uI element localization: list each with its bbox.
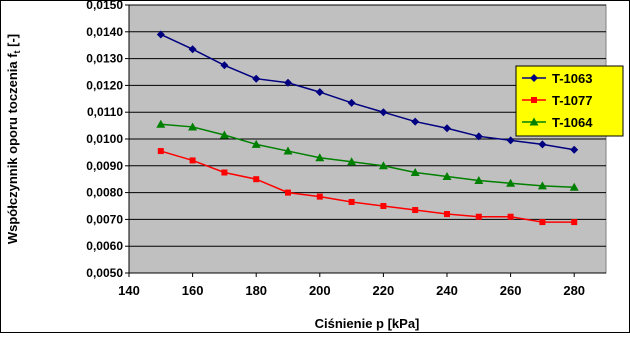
series-line-t-1064 [160, 123, 575, 188]
data-point-t-1064 [188, 122, 198, 131]
series-line-t-1077 [160, 150, 575, 223]
x-tick-label: 140 [118, 283, 140, 298]
y-tick-label: 0,0060 [86, 239, 123, 253]
x-tick-label: 260 [500, 283, 522, 298]
data-point-t-1064 [156, 119, 166, 128]
data-point-t-1064 [506, 178, 516, 187]
data-point-t-1063 [506, 136, 515, 145]
y-tick-label: 0,0110 [87, 105, 123, 119]
x-tick-label: 280 [563, 283, 585, 298]
data-point-t-1064 [442, 172, 452, 181]
data-point-t-1064 [251, 139, 261, 148]
data-point-t-1063 [474, 132, 483, 141]
data-point-t-1063 [347, 98, 356, 107]
data-point-t-1064 [474, 176, 484, 185]
data-point-t-1077 [285, 189, 291, 196]
data-point-t-1077 [316, 193, 323, 200]
data-point-t-1077 [157, 148, 164, 155]
y-tick-label: 0,0070 [86, 212, 123, 226]
data-point-t-1064 [347, 157, 357, 166]
data-point-t-1077 [348, 198, 355, 205]
y-tick-label: 0,0130 [86, 52, 123, 66]
data-point-t-1063 [570, 145, 579, 154]
data-point-t-1077 [571, 219, 578, 226]
y-axis-title-unit: [-] [5, 34, 20, 51]
tick-labels: 0,0050 0,0060 0,0070 0,0080 0,0090 0,0100 0,01… [86, 0, 585, 298]
series-line-t-1063 [160, 33, 575, 151]
data-point-t-1064 [219, 130, 229, 139]
y-tick-label: 0,0150 [86, 0, 123, 12]
data-point-t-1063 [538, 140, 547, 149]
legend-marker-t-1077 [531, 97, 537, 103]
data-point-t-1064 [283, 146, 293, 155]
data-point-t-1063 [188, 45, 197, 54]
data-point-t-1063 [411, 117, 420, 126]
legend-marker-t-1063 [530, 74, 538, 82]
data-point-t-1063 [379, 108, 388, 117]
legend-label-t-1077: T-1077 [552, 93, 592, 108]
x-tick-label: 200 [309, 283, 331, 298]
data-point-t-1063 [443, 124, 451, 133]
data-point-t-1064 [537, 181, 547, 190]
legend-label-t-1063: T-1063 [552, 71, 592, 86]
y-tick-label: 0,0080 [86, 186, 123, 200]
y-axis-title-subscript: t [12, 50, 22, 53]
data-point-t-1077 [444, 211, 450, 218]
x-tick-label: 160 [182, 283, 204, 298]
data-point-t-1077 [380, 203, 387, 209]
data-point-t-1077 [253, 176, 260, 183]
y-tick-label: 0,0140 [86, 25, 123, 39]
x-tick-label: 240 [436, 283, 458, 298]
y-tick-label: 0,0100 [86, 132, 123, 146]
legend-marker-t-1064 [529, 117, 539, 126]
data-point-t-1077 [412, 207, 419, 214]
axes [125, 4, 606, 277]
data-point-t-1064 [569, 182, 579, 191]
legend: T-1063 T-1077 T-1064 [515, 65, 624, 137]
y-axis-title-main: Współczynnik oporu toczenia f [5, 53, 20, 244]
y-tick-label: 0,0090 [86, 159, 123, 173]
data-point-t-1063 [252, 74, 261, 83]
data-point-t-1063 [220, 61, 229, 70]
x-tick-label: 220 [373, 283, 395, 298]
y-tick-label: 0,0120 [86, 78, 123, 92]
data-point-t-1077 [475, 213, 482, 220]
data-point-t-1077 [539, 219, 546, 226]
x-tick-label: 180 [245, 283, 267, 298]
y-axis-title: Współczynnik oporu toczenia ft [-] [5, 34, 22, 244]
data-point-t-1077 [221, 169, 228, 176]
x-axis-title: Ciśnienie p [kPa] [315, 316, 420, 331]
data-point-t-1063 [156, 30, 165, 39]
legend-label-t-1064: T-1064 [552, 115, 593, 130]
data-point-t-1064 [315, 153, 325, 162]
data-point-t-1063 [284, 78, 292, 87]
data-point-t-1063 [315, 88, 324, 97]
data-point-t-1064 [410, 168, 420, 176]
series-layer [156, 30, 579, 226]
y-tick-label: 0,0050 [86, 266, 123, 280]
data-point-t-1064 [378, 161, 388, 170]
data-point-t-1077 [507, 213, 514, 220]
data-point-t-1077 [189, 157, 196, 164]
